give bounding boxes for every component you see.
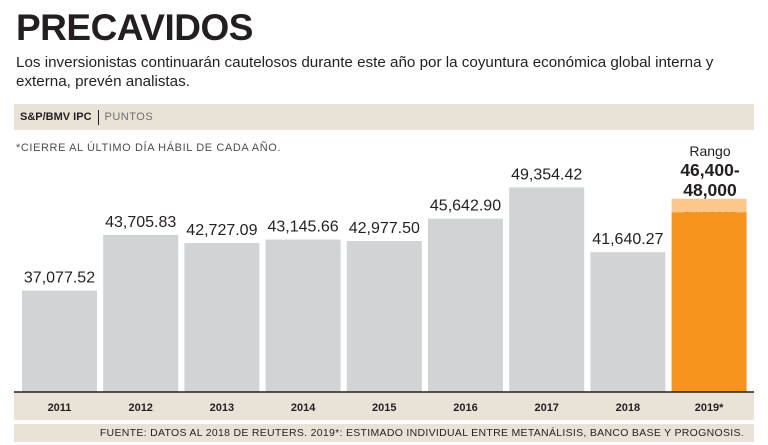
bar-2012: [103, 234, 179, 392]
value-label-2013: 42,727.09: [186, 222, 257, 239]
x-tick-label-2014: 2014: [291, 402, 316, 414]
series-label-band: S&P/BMV IPC PUNTOS: [14, 104, 754, 130]
bar-2018: [590, 252, 666, 392]
footnote-note: *CIERRE AL ÚLTIMO DÍA HÁBIL DE CADA AÑO.: [16, 142, 282, 154]
range-value-line2: 48,000: [683, 180, 737, 200]
bar-2017: [509, 187, 585, 392]
x-tick-label-2013: 2013: [210, 402, 234, 414]
bar-2016: [428, 218, 503, 392]
estimate-bar: [671, 212, 747, 392]
x-tick-label-2011: 2011: [48, 402, 72, 414]
x-tick-label-2018: 2018: [616, 402, 640, 414]
series-unit: PUNTOS: [104, 111, 154, 123]
bar-2013: [184, 243, 260, 392]
chart-title: PRECAVIDOS: [16, 7, 253, 48]
x-tick-label-2017: 2017: [534, 402, 558, 414]
value-label-2012: 43,705.83: [105, 214, 176, 231]
source-footer: FUENTE: DATOS AL 2018 DE REUTERS. 2019*:…: [14, 424, 754, 442]
value-label-2014: 43,145.66: [268, 219, 339, 236]
estimate-range-bar: [671, 198, 747, 213]
x-tick-label-2015: 2015: [372, 402, 396, 414]
value-label-2017: 49,354.42: [511, 166, 582, 183]
value-label-2018: 41,640.27: [592, 231, 663, 248]
x-tick-label-2016: 2016: [453, 402, 477, 414]
chart-subtitle: Los inversionistas continuarán cauteloso…: [16, 54, 714, 90]
bar-2015: [346, 240, 422, 392]
range-value-line1: 46,400-: [680, 160, 740, 180]
x-axis-band: [14, 392, 754, 420]
bar-2011: [22, 290, 97, 392]
value-label-2016: 45,642.90: [430, 198, 501, 215]
range-title: Rango: [689, 143, 731, 159]
x-tick-label-2012: 2012: [128, 402, 152, 414]
x-tick-label-2019*: 2019*: [695, 402, 724, 414]
series-name: S&P/BMV IPC: [20, 111, 92, 123]
separator: [97, 109, 99, 125]
value-label-2011: 37,077.52: [24, 270, 95, 287]
bar-2014: [265, 239, 341, 392]
value-label-2015: 42,977.50: [349, 220, 420, 237]
